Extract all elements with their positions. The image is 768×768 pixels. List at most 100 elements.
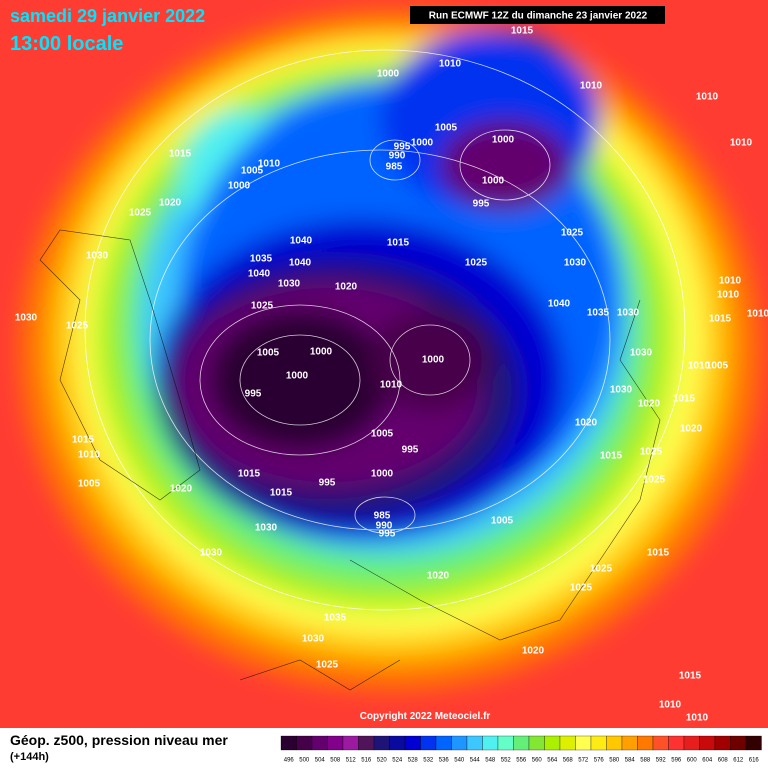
- colorbar-label: 540: [454, 758, 465, 764]
- isobar-label: 1025: [643, 475, 666, 486]
- isobar-label: 1010: [439, 59, 462, 70]
- colorbar-swatch: [730, 735, 747, 751]
- isobar-label: 1005: [371, 429, 394, 440]
- colorbar-swatch: [606, 735, 623, 751]
- isobar-label: 1010: [717, 290, 740, 301]
- colorbar-label: 572: [578, 758, 589, 764]
- run-label: Run ECMWF 12Z du dimanche 23 janvier 202…: [429, 11, 648, 22]
- isobar-label: 1025: [590, 564, 613, 575]
- isobar-lines: [84, 49, 686, 611]
- isobar-label: 1010: [78, 450, 101, 461]
- isobar-label: 1020: [427, 571, 450, 582]
- isobar-label: 1000: [422, 355, 445, 366]
- field-label: Géop. z500, pression niveau mer: [10, 732, 228, 748]
- isobar-label: 1010: [686, 713, 709, 724]
- colorbar-label: 512: [346, 758, 357, 764]
- colorbar-swatch: [280, 735, 297, 751]
- isobar-label: 985: [374, 511, 391, 522]
- isobar-label: 1010: [696, 92, 719, 103]
- colorbar-swatch: [559, 735, 576, 751]
- colorbar-label: 516: [361, 758, 372, 764]
- isobar-label: 1020: [575, 418, 598, 429]
- colorbar-swatch: [327, 735, 344, 751]
- isobar-label: 1030: [610, 385, 633, 396]
- colorbar-label: 556: [516, 758, 527, 764]
- isobar-label: 990: [389, 151, 406, 162]
- isobar-label: 1010: [258, 159, 281, 170]
- colorbar: 496 500 504 508 512 516 520 524 528 532 536 540 544 5…: [280, 735, 762, 764]
- colorbar-swatch: [404, 735, 421, 751]
- colorbar-swatch: [373, 735, 390, 751]
- isobar-label: 1025: [66, 321, 89, 332]
- isobar-labels: 1015101010001010101010101005100010009959…: [15, 26, 768, 724]
- isobar-label: 1015: [673, 394, 696, 405]
- isobar-label: 1030: [617, 308, 640, 319]
- colorbar-swatch: [528, 735, 545, 751]
- isobar-label: 1035: [250, 254, 273, 265]
- coastlines: [39, 229, 661, 691]
- colorbar-label: 592: [656, 758, 667, 764]
- lead-label: (+144h): [10, 751, 49, 763]
- colorbar-swatch: [699, 735, 716, 751]
- isobar-label: 1035: [324, 613, 347, 624]
- isobar-label: 995: [245, 389, 262, 400]
- colorbar-label: 504: [315, 758, 326, 764]
- isobar-label: 1000: [228, 181, 251, 192]
- isobar-label: 1015: [647, 548, 670, 559]
- colorbar-swatch: [621, 735, 638, 751]
- isobar-label: 1000: [482, 176, 505, 187]
- colorbar-label: 580: [609, 758, 620, 764]
- colorbar-swatch: [544, 735, 561, 751]
- isobar-label: 990: [376, 521, 393, 532]
- colorbar-label: 524: [392, 758, 403, 764]
- colorbar-swatch: [296, 735, 313, 751]
- isobar-label: 1015: [387, 238, 410, 249]
- isobar-label: 1005: [257, 348, 280, 359]
- run-box: [410, 6, 665, 24]
- colorbar-label: 500: [299, 758, 310, 764]
- isobar-label: 1010: [580, 81, 603, 92]
- isobar-label: 1000: [371, 469, 394, 480]
- colorbar-label: 508: [330, 758, 341, 764]
- isobar-label: 1025: [251, 301, 274, 312]
- isobar-label: 995: [379, 529, 396, 540]
- isobar-label: 1000: [377, 69, 400, 80]
- isobar-label: 1025: [640, 447, 663, 458]
- isobar-label: 1005: [241, 166, 264, 177]
- copyright: Copyright 2022 Meteociel.fr: [360, 711, 491, 722]
- isobar-label: 1005: [491, 516, 514, 527]
- isobar-label: 1030: [564, 258, 587, 269]
- colorbar-swatch: [482, 735, 499, 751]
- isobar-label: 1000: [310, 347, 333, 358]
- colorbar-label: 596: [671, 758, 682, 764]
- colorbar-swatch: [714, 735, 731, 751]
- time-label: 13:00 locale: [10, 33, 123, 55]
- date-title: samedi 29 janvier 2022: [10, 6, 205, 26]
- colorbar-swatch: [342, 735, 359, 751]
- colorbar-label: 584: [625, 758, 636, 764]
- isobar-label: 1025: [465, 258, 488, 269]
- colorbar-swatch: [513, 735, 530, 751]
- isobar-label: 1030: [15, 313, 38, 324]
- isobar-label: 1020: [335, 282, 358, 293]
- isobar-label: 1035: [587, 308, 610, 319]
- isobar-label: 995: [319, 478, 336, 489]
- isobar-label: 985: [386, 162, 403, 173]
- isobar-label: 1040: [289, 258, 312, 269]
- isobar-label: 1030: [302, 634, 325, 645]
- colorbar-label: 544: [470, 758, 481, 764]
- isobar-label: 1015: [72, 435, 95, 446]
- isobar-label: 1015: [270, 488, 293, 499]
- colorbar-label: 520: [377, 758, 388, 764]
- colorbar-label: 560: [532, 758, 543, 764]
- colorbar-label: 568: [563, 758, 574, 764]
- isobar-label: 995: [402, 445, 419, 456]
- isobar-label: 1030: [200, 548, 223, 559]
- field: [20, 10, 760, 690]
- isobar-label: 1020: [638, 399, 661, 410]
- colorbar-swatch: [435, 735, 452, 751]
- isobar-label: 1010: [719, 276, 742, 287]
- colorbar-label: 548: [485, 758, 496, 764]
